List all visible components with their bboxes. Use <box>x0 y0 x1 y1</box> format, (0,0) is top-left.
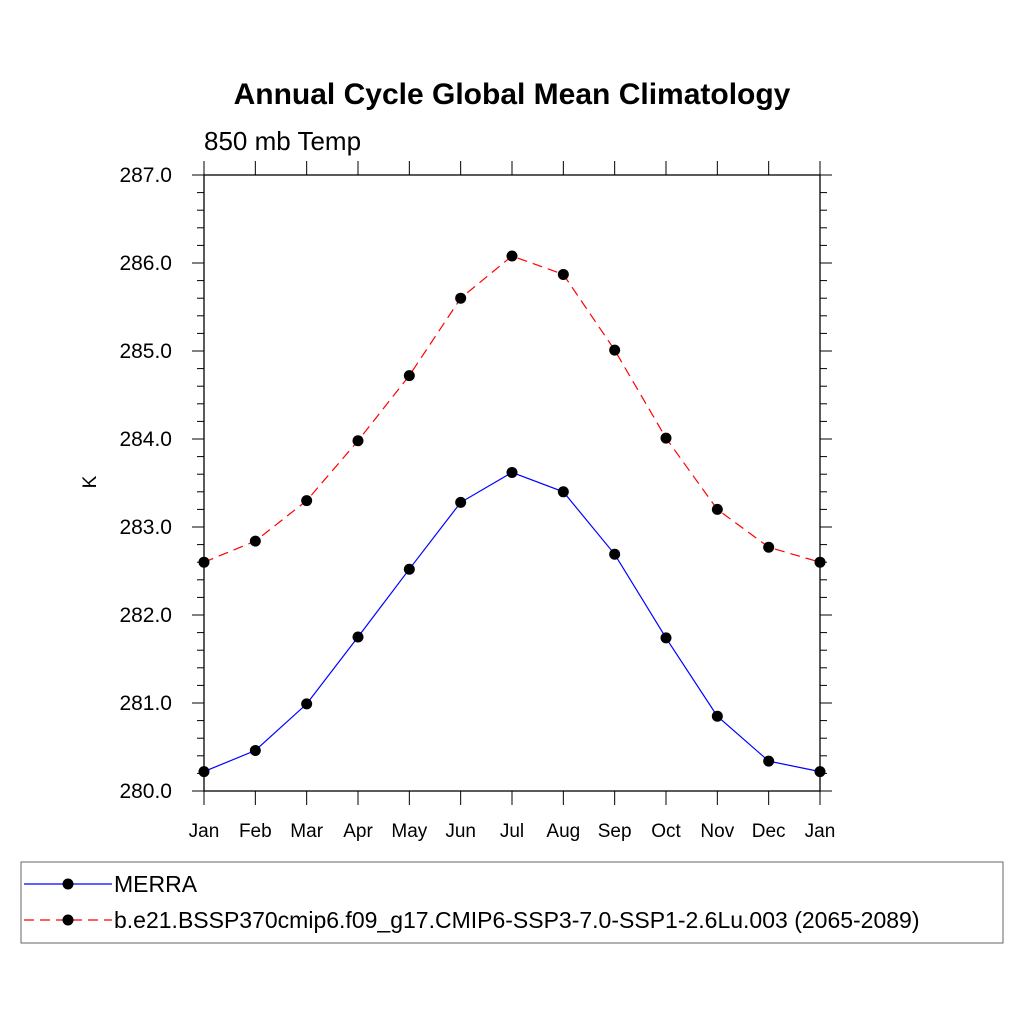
data-point <box>506 466 518 478</box>
data-point <box>403 370 415 382</box>
data-point <box>352 435 364 447</box>
x-tick-label: Sep <box>598 821 632 842</box>
data-point <box>557 268 569 280</box>
x-tick-label: Mar <box>290 821 323 842</box>
data-point <box>763 541 775 553</box>
x-tick-label: Jan <box>189 821 220 842</box>
data-point <box>352 631 364 643</box>
plot-frame <box>203 174 821 792</box>
data-point <box>660 632 672 644</box>
series-layer <box>198 250 826 778</box>
data-point <box>301 698 313 710</box>
legend-items: MERRA b.e21.BSSP370cmip6.f09_g17.CMIP6-SS… <box>24 871 920 933</box>
y-tick-label: 286.0 <box>119 252 172 275</box>
legend-marker <box>62 878 74 890</box>
legend-label: MERRA <box>114 871 198 897</box>
x-tick-label: Feb <box>239 821 272 842</box>
x-tick-label: Oct <box>651 821 681 842</box>
y-tick-label: 283.0 <box>119 516 172 539</box>
x-tick-label: May <box>391 821 427 842</box>
data-point <box>557 486 569 498</box>
y-tick-label: 281.0 <box>119 692 172 715</box>
data-point <box>711 503 723 515</box>
data-point <box>711 710 723 722</box>
chart-title: Annual Cycle Global Mean Climatology <box>234 78 791 111</box>
series-model <box>198 250 826 568</box>
x-tick-label: Nov <box>700 821 734 842</box>
data-point <box>198 766 210 778</box>
data-point <box>609 344 621 356</box>
y-axis-label: K <box>80 475 101 488</box>
y-tick-label: 284.0 <box>119 428 172 451</box>
data-point <box>249 745 261 757</box>
data-point <box>301 495 313 507</box>
y-tick-label: 280.0 <box>119 780 172 803</box>
data-point <box>660 432 672 444</box>
x-tick-label: Apr <box>343 821 373 842</box>
data-point <box>249 535 261 547</box>
y-tick-label: 282.0 <box>119 604 172 627</box>
data-point <box>403 563 415 575</box>
series-merra <box>198 466 826 778</box>
legend-label: b.e21.BSSP370cmip6.f09_g17.CMIP6-SSP3-7.… <box>114 907 920 933</box>
y-tick-label: 287.0 <box>119 164 172 187</box>
legend: MERRA b.e21.BSSP370cmip6.f09_g17.CMIP6-SS… <box>20 861 1004 944</box>
data-point <box>198 556 210 568</box>
data-point <box>455 496 467 508</box>
data-point <box>763 755 775 767</box>
x-tick-label: Dec <box>752 821 786 842</box>
data-point <box>455 292 467 304</box>
x-tick-label: Jan <box>805 821 836 842</box>
legend-box <box>20 861 1004 944</box>
y-tick-label: 285.0 <box>119 340 172 363</box>
legend-marker <box>62 914 74 926</box>
x-tick-label: Jul <box>500 821 524 842</box>
x-tick-label: Jun <box>445 821 476 842</box>
data-point <box>609 548 621 560</box>
data-point <box>506 250 518 262</box>
data-point <box>814 556 826 568</box>
legend-item: MERRA <box>24 871 198 897</box>
series-line <box>203 255 821 563</box>
data-point <box>814 766 826 778</box>
legend-item: b.e21.BSSP370cmip6.f09_g17.CMIP6-SSP3-7.… <box>24 907 920 933</box>
x-tick-label: Aug <box>546 821 580 842</box>
axes: 280.0 281.0 282.0 283.0 284.0 285.0 286.0 287.0… <box>119 161 835 842</box>
chart-subtitle: 850 mb Temp <box>204 126 361 156</box>
